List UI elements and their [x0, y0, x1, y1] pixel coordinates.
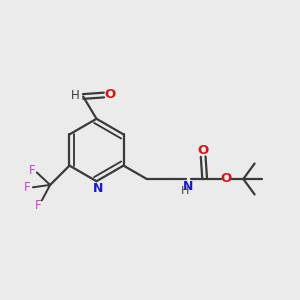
Text: F: F: [24, 181, 31, 194]
Text: O: O: [220, 172, 232, 185]
Text: F: F: [29, 164, 35, 177]
Text: H: H: [181, 187, 190, 196]
Text: N: N: [92, 182, 103, 195]
Text: O: O: [197, 144, 208, 157]
Text: F: F: [35, 199, 42, 212]
Text: O: O: [105, 88, 116, 101]
Text: H: H: [70, 89, 79, 102]
Text: N: N: [182, 180, 193, 193]
